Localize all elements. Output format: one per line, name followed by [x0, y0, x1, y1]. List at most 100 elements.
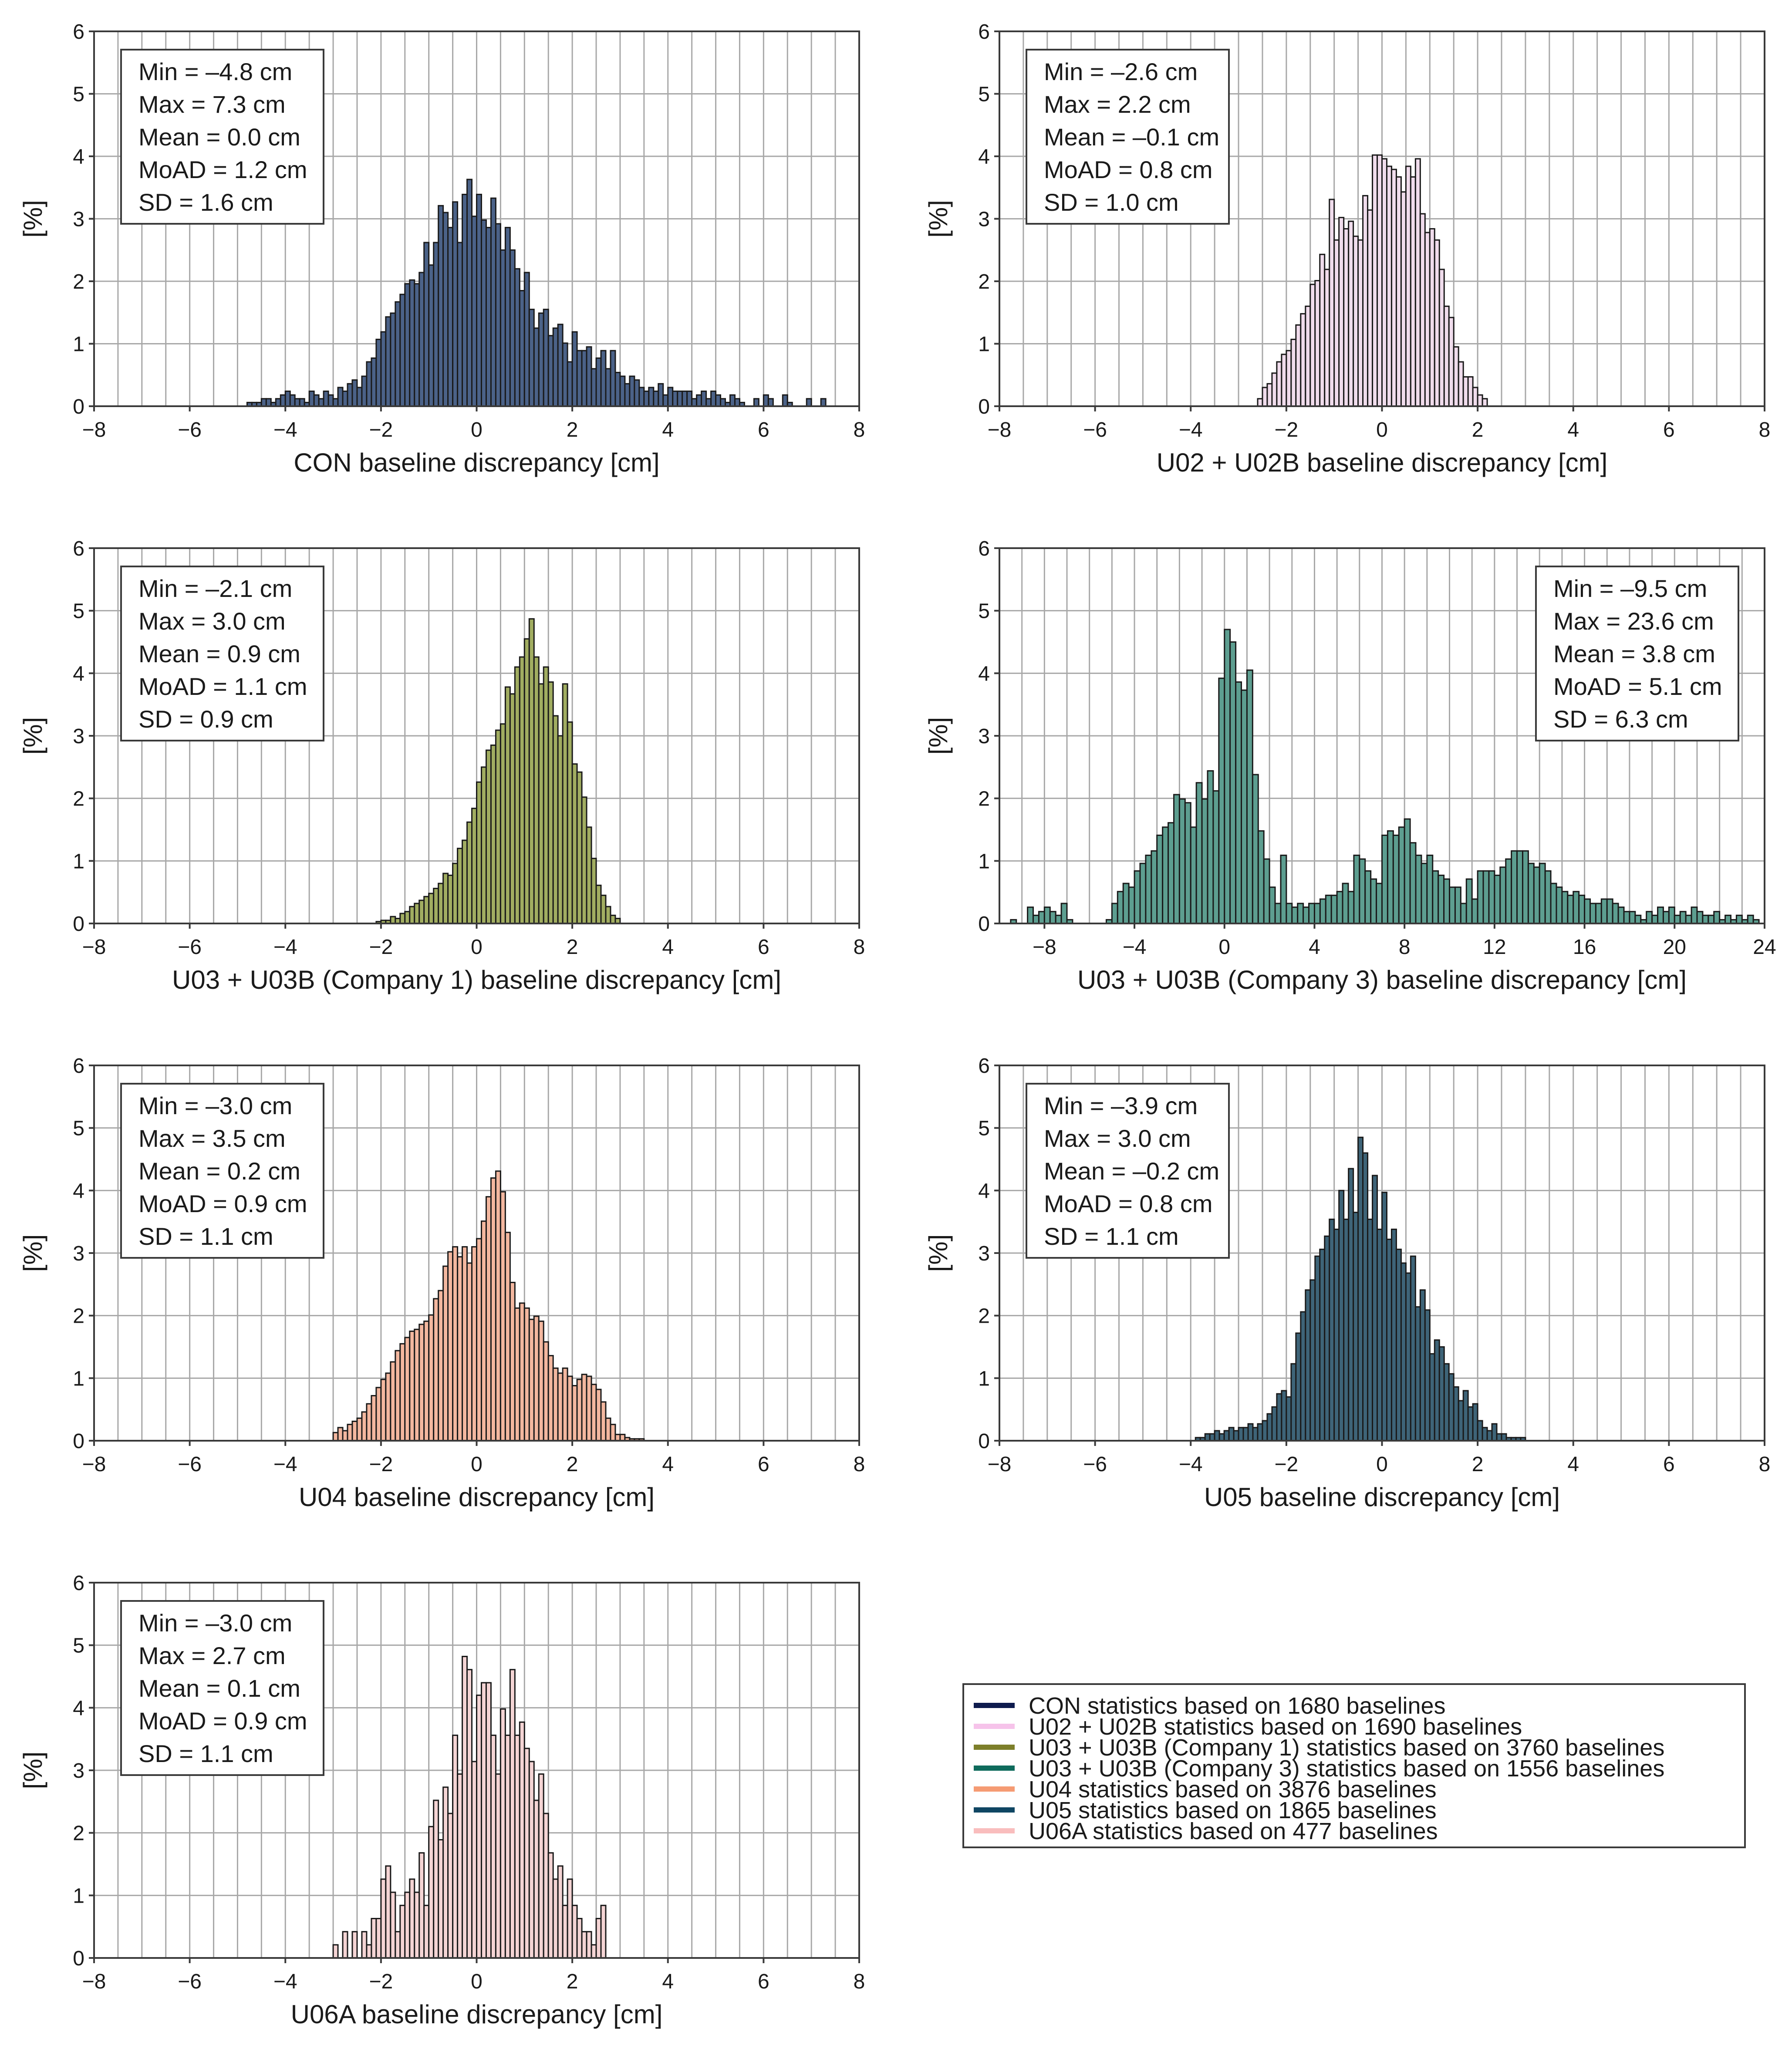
histogram-bar [543, 1341, 549, 1442]
histogram-bar [1319, 898, 1326, 924]
histogram-bar [409, 1878, 415, 1959]
histogram-bar [1262, 1420, 1268, 1442]
x-tick-label: 0 [1376, 418, 1388, 441]
x-tick-label: 0 [471, 936, 483, 959]
histogram-bar [710, 391, 717, 407]
histogram-bar [538, 1773, 544, 1959]
histogram-bar [438, 205, 444, 407]
histogram-bar [571, 1385, 578, 1442]
histogram-bar [289, 394, 296, 407]
x-tick-label: 2 [567, 1453, 578, 1476]
histogram-bar [1429, 228, 1435, 407]
histogram-bar [1409, 842, 1417, 924]
histogram-bar [1584, 898, 1591, 924]
histogram-bar [1376, 883, 1383, 924]
histogram-bar [567, 361, 573, 407]
histogram-bar [499, 1191, 506, 1442]
histogram-bar [390, 916, 396, 924]
histogram-bar [447, 1813, 454, 1959]
histogram-bar [499, 1708, 506, 1959]
histogram-bar [1290, 1363, 1297, 1442]
x-axis-label: U06A baseline discrepancy [cm] [291, 2000, 663, 2029]
histogram-bars [332, 1656, 607, 1959]
histogram-bar [1336, 891, 1343, 924]
legend-frame [962, 1683, 1746, 1848]
histogram-bar [1128, 886, 1135, 924]
histogram-bar [1472, 387, 1478, 407]
histogram-bar [1263, 858, 1270, 924]
histogram-bar [729, 394, 736, 407]
statistic-line: MoAD = 0.8 cm [1044, 1190, 1212, 1217]
statistic-line: Min = –3.0 cm [138, 1092, 292, 1119]
statistic-line: MoAD = 5.1 cm [1553, 673, 1722, 700]
histogram-bar [1590, 903, 1596, 924]
histogram-bar [1348, 220, 1354, 407]
histogram-bar [1111, 903, 1118, 924]
histogram-bar [327, 394, 334, 407]
histogram-bar [428, 264, 435, 407]
histogram-bar [1390, 1228, 1397, 1442]
histogram-bar [1173, 794, 1180, 924]
x-tick-label: 16 [1573, 936, 1596, 959]
histogram-bar [1453, 346, 1459, 407]
histogram-bar [509, 1282, 516, 1442]
histogram-bar [442, 1786, 449, 1959]
histogram-bar [538, 1321, 544, 1442]
histogram-bar [447, 227, 454, 407]
histogram-bar [1438, 1346, 1445, 1442]
histogram-bar [447, 1251, 454, 1442]
legend-label: U06A statistics based on 477 baselines [1029, 1818, 1438, 1844]
y-axis-label: [%] [18, 200, 47, 238]
histogram-bar [701, 391, 707, 407]
histogram-bar [466, 179, 473, 407]
histogram-bar [476, 781, 482, 924]
histogram-bar [1685, 914, 1692, 924]
histogram-bar [1696, 911, 1704, 924]
y-tick-label: 4 [978, 662, 990, 685]
histogram-bar [1488, 870, 1495, 924]
histogram-bar [1372, 154, 1378, 407]
histogram-bar [682, 391, 688, 407]
histogram-bar [1377, 154, 1383, 407]
x-tick-label: −8 [1033, 936, 1056, 959]
histogram-bar [1561, 891, 1569, 924]
histogram-bar [504, 1232, 511, 1442]
y-tick-label: 3 [978, 1242, 990, 1265]
statistic-line: Min = –3.0 cm [138, 1609, 292, 1637]
histogram-bar [1419, 1289, 1426, 1442]
statistics-box: Min = –4.8 cm Max = 7.3 cm Mean = 0.0 cm Mo… [120, 49, 324, 225]
histogram-bar [1343, 228, 1350, 407]
histogram-bar [1257, 830, 1265, 924]
x-axis-label: CON baseline discrepancy [cm] [294, 448, 659, 477]
histogram-bar [342, 1430, 348, 1442]
histogram-bar [595, 884, 602, 924]
y-tick-label: 4 [73, 662, 84, 685]
histogram-bar [1662, 911, 1670, 924]
statistics-box: Min = –3.9 cm Max = 3.0 cm Mean = –0.2 cm M… [1026, 1083, 1230, 1259]
y-axis-label: [%] [18, 1752, 47, 1789]
y-axis-label: [%] [924, 717, 953, 755]
histogram-bar [1578, 894, 1586, 924]
histogram-bar [1305, 1289, 1311, 1442]
histogram-bar [1491, 1423, 1498, 1442]
histogram-bar [533, 1315, 540, 1442]
histogram-bar [1482, 1427, 1488, 1442]
histogram-bar [1276, 1393, 1282, 1442]
histogram-bar [485, 1682, 492, 1959]
histogram-bar [1308, 903, 1315, 924]
histogram-bar [371, 1395, 377, 1442]
histogram-bar [1453, 1386, 1459, 1442]
y-axis-label: [%] [18, 717, 47, 755]
statistics-box-frame [120, 1083, 324, 1259]
histogram-bar [547, 681, 554, 924]
statistic-line: Min = –4.8 cm [138, 58, 292, 85]
histogram-bar [509, 249, 516, 407]
histogram-bar [1333, 239, 1340, 407]
histogram-bar [1499, 866, 1507, 924]
histogram-bar [1449, 886, 1456, 924]
histogram-bar [1679, 911, 1687, 924]
histogram-bar [1242, 1427, 1249, 1442]
histogram-bar [562, 683, 568, 924]
histogram-bar [351, 1931, 358, 1959]
histogram-bar [1657, 906, 1664, 924]
